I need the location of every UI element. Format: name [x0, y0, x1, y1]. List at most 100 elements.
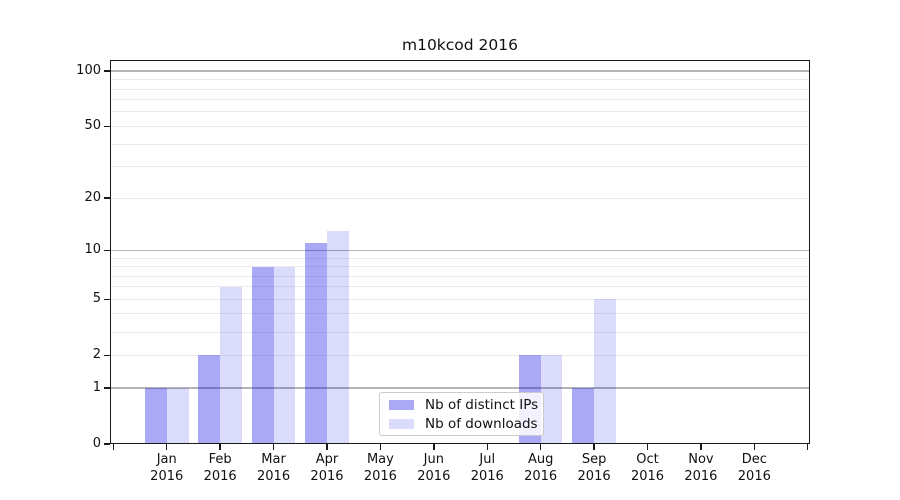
x-tick-mark [486, 444, 488, 450]
x-tick-mark [433, 444, 435, 450]
x-tick-mark [379, 444, 382, 450]
y-tick-mark [104, 70, 110, 72]
x-tick-month: Sep [581, 452, 607, 467]
y-tick-mark [104, 249, 110, 251]
y-tick-mark [104, 298, 110, 300]
x-tick-mark [166, 444, 168, 450]
x-tick-mark [593, 444, 595, 450]
x-tick-month: May [366, 452, 394, 467]
x-tick-year: 2016 [257, 468, 291, 484]
major-gridline [111, 249, 809, 251]
x-tick-year: 2016 [577, 468, 611, 484]
x-tick-label: Jul 2016 [460, 452, 514, 485]
x-tick-mark [219, 444, 221, 450]
y-tick-mark [104, 354, 110, 356]
x-tick-mark [326, 444, 328, 450]
y-tick-mark [104, 443, 110, 445]
y-tick-label: 20 [84, 190, 101, 206]
minor-gridline [111, 143, 809, 145]
bar-downloads [326, 230, 349, 444]
minor-gridline [111, 99, 809, 101]
minor-gridline [111, 257, 809, 259]
legend-swatch-distinct-ips [389, 399, 414, 410]
x-tick-month: Jul [479, 452, 496, 467]
bar-downloads [594, 299, 616, 444]
x-tick-mark [646, 444, 649, 450]
x-tick-year: 2016 [470, 468, 504, 484]
legend-label: Nb of distinct IPs [425, 396, 539, 413]
legend-swatch-downloads [389, 418, 414, 429]
x-tick-label: Sep 2016 [567, 452, 621, 485]
x-tick-mark [272, 444, 275, 450]
bar-downloads [273, 266, 296, 444]
minor-gridline [111, 79, 809, 81]
minor-gridline [111, 166, 809, 168]
x-tick-mark [700, 444, 702, 450]
x-tick-month: Mar [261, 452, 286, 467]
bar-distinct-ips [144, 388, 167, 444]
x-tick-label: Dec 2016 [727, 452, 781, 485]
x-tick-mark [807, 444, 809, 450]
y-tick-label: 2 [92, 347, 101, 363]
bar-downloads [220, 286, 242, 444]
x-tick-label: May 2016 [353, 452, 407, 485]
x-tick-label: Mar 2016 [247, 452, 301, 485]
bar-distinct-ips [251, 266, 274, 444]
major-gridline [111, 387, 809, 389]
bar-distinct-ips [572, 388, 595, 444]
bar-downloads [166, 388, 189, 444]
y-tick-label: 5 [92, 291, 101, 307]
x-tick-label: Jan 2016 [140, 452, 194, 485]
minor-gridline [111, 197, 809, 199]
minor-gridline [111, 331, 809, 333]
x-tick-year: 2016 [150, 468, 184, 484]
minor-gridline [111, 111, 809, 113]
x-tick-label: Apr 2016 [300, 452, 354, 485]
x-tick-label: Nov 2016 [674, 452, 728, 485]
x-tick-label: Oct 2016 [621, 452, 675, 485]
x-tick-month: Feb [208, 452, 232, 467]
minor-gridline [111, 275, 809, 277]
x-tick-year: 2016 [363, 468, 397, 484]
x-tick-mark [112, 444, 114, 450]
x-tick-month: Dec [741, 452, 767, 467]
legend: Nb of distinct IPs Nb of downloads [379, 392, 544, 436]
y-tick-label: 100 [76, 63, 101, 79]
legend-row: Nb of downloads [389, 416, 538, 432]
x-tick-month: Apr [315, 452, 339, 467]
x-tick-year: 2016 [684, 468, 718, 484]
y-tick-mark [104, 125, 110, 128]
x-tick-month: Nov [688, 452, 714, 467]
y-tick-mark [104, 197, 110, 199]
x-tick-mark [753, 444, 756, 450]
bar-distinct-ips [305, 243, 327, 444]
legend-row: Nb of distinct IPs [389, 397, 538, 413]
x-tick-year: 2016 [630, 468, 665, 484]
x-tick-year: 2016 [310, 468, 344, 484]
chart-title: m10kcod 2016 [401, 36, 518, 54]
minor-gridline [111, 266, 809, 267]
x-tick-label: Jun 2016 [407, 452, 461, 485]
bar-distinct-ips [198, 355, 221, 444]
bar-downloads [540, 355, 563, 444]
minor-gridline [111, 88, 809, 90]
x-tick-month: Oct [636, 452, 659, 467]
x-tick-year: 2016 [203, 468, 237, 484]
minor-gridline [111, 298, 809, 300]
x-tick-year: 2016 [524, 468, 558, 484]
x-tick-mark [539, 444, 542, 450]
legend-label: Nb of downloads [425, 415, 538, 432]
x-tick-year: 2016 [737, 468, 771, 484]
y-tick-label: 10 [84, 242, 101, 258]
major-gridline [111, 70, 809, 72]
y-tick-mark [104, 387, 110, 389]
x-tick-month: Jan [156, 452, 177, 467]
x-tick-year: 2016 [417, 468, 451, 484]
x-tick-month: Jun [423, 452, 444, 467]
minor-gridline [111, 286, 809, 288]
minor-gridline [111, 354, 809, 356]
